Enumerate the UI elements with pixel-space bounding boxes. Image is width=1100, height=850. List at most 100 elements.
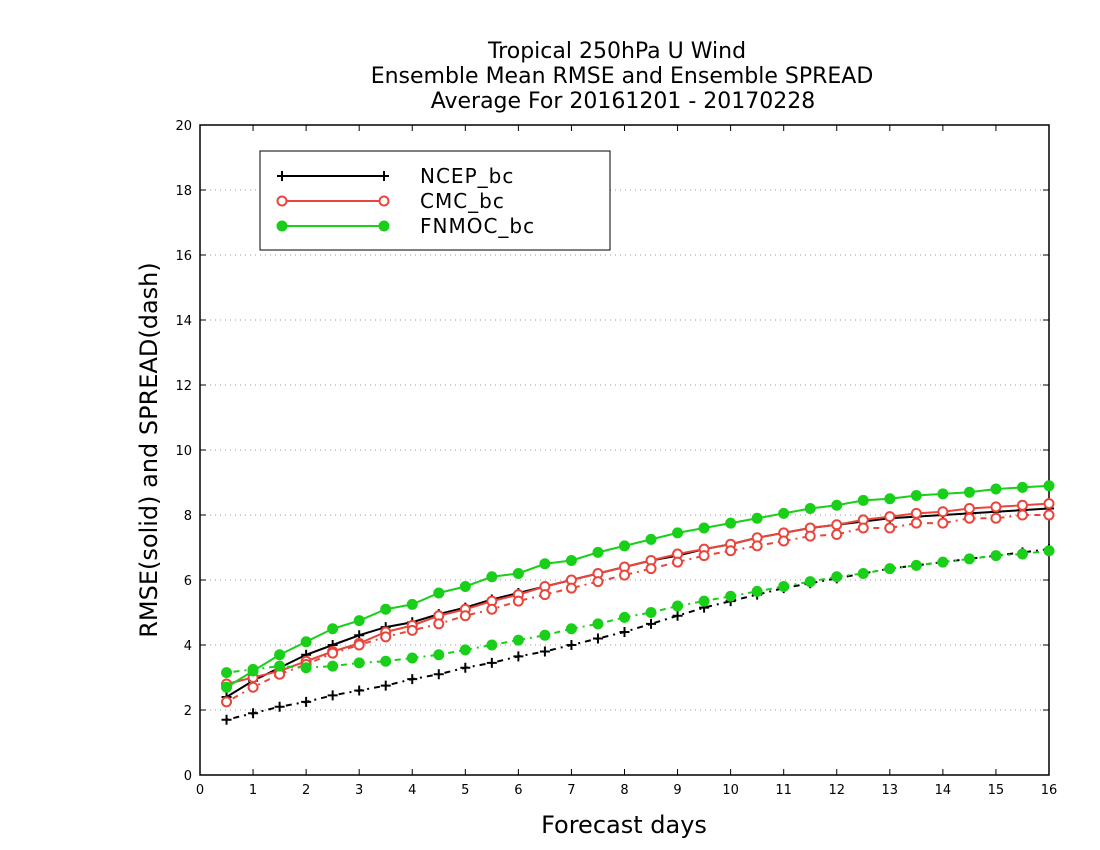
- point-cmc-bc-spread-5: [353, 639, 365, 651]
- point-fnmoc-bc-rmse-5: [353, 615, 365, 627]
- point-fnmoc-bc-rmse-26: [910, 490, 922, 501]
- axes: 0 1 2 3 4 5 6 7 8 9 10 11 12 13 14 15 160246810121416182…: [175, 119, 1057, 798]
- x-tick-label-1: 1: [249, 783, 257, 798]
- series-ncep-bc: [221, 503, 1054, 725]
- title-line-1: Tropical 250hPa U Wind: [487, 39, 746, 64]
- point-fnmoc-bc-rmse-2: [274, 649, 286, 661]
- point-cmc-bc-spread-12: [539, 589, 551, 601]
- point-fnmoc-bc-spread-31: [1043, 545, 1055, 557]
- legend-label-ncep-bc: NCEP_bc: [420, 164, 514, 188]
- point-fnmoc-bc-rmse-16: [645, 533, 657, 545]
- point-ncep-bc-spread-11: [513, 651, 524, 662]
- point-fnmoc-bc-spread-11: [512, 634, 524, 646]
- y-tick-label-6: 6: [184, 574, 192, 589]
- point-fnmoc-bc-spread-27: [937, 556, 949, 568]
- point-fnmoc-bc-spread-18: [698, 595, 710, 607]
- point-fnmoc-bc-spread-0: [221, 667, 233, 679]
- point-cmc-bc-spread-25: [884, 522, 896, 534]
- point-cmc-bc-spread-7: [406, 624, 418, 636]
- point-fnmoc-bc-rmse-9: [459, 581, 471, 592]
- y-tick-label-4: 4: [184, 639, 192, 654]
- x-tick-label-5: 5: [461, 783, 469, 798]
- point-fnmoc-bc-spread-26: [910, 559, 922, 571]
- x-tick-label-6: 6: [514, 783, 522, 798]
- point-fnmoc-bc-spread-8: [433, 649, 445, 661]
- point-cmc-bc-spread-0: [221, 696, 233, 708]
- point-fnmoc-bc-rmse-8: [433, 587, 445, 599]
- point-fnmoc-bc-rmse-4: [327, 623, 339, 635]
- y-tick-label-16: 16: [175, 249, 192, 264]
- x-tick-label-13: 13: [882, 783, 899, 798]
- legend-label-fnmoc-bc: FNMOC_bc: [420, 214, 535, 238]
- point-cmc-bc-spread-16: [645, 563, 657, 575]
- point-cmc-bc-spread-17: [672, 556, 684, 568]
- legend-item-fnmoc-bc: FNMOC_bc: [276, 214, 535, 238]
- series-ncep-bc-spread-line: [226, 548, 1050, 721]
- series-cmc-bc: [221, 498, 1055, 708]
- point-fnmoc-bc-spread-13: [565, 623, 577, 635]
- point-fnmoc-bc-rmse-29: [990, 483, 1002, 495]
- point-cmc-bc-rmse-25: [884, 511, 896, 523]
- point-cmc-bc-rmse-23: [831, 519, 843, 531]
- title-line-3: Average For 20161201 - 20170228: [431, 89, 816, 114]
- point-ncep-bc-spread-3: [301, 696, 312, 707]
- y-tick-label-0: 0: [184, 769, 192, 784]
- point-cmc-bc-spread-10: [486, 603, 498, 615]
- point-ncep-bc-spread-4: [327, 690, 338, 701]
- x-tick-label-12: 12: [828, 783, 845, 798]
- point-cmc-bc-spread-14: [592, 576, 604, 588]
- point-cmc-bc-rmse-31: [1043, 498, 1055, 510]
- legend-item-ncep-bc: NCEP_bc: [277, 164, 514, 188]
- point-fnmoc-bc-spread-9: [459, 644, 471, 656]
- point-ncep-bc-spread-6: [380, 680, 391, 691]
- chart-title: Tropical 250hPa U Wind Ensemble Mean RMS…: [371, 39, 874, 114]
- point-cmc-bc-rmse-30: [1016, 499, 1028, 511]
- legend-item-cmc-bc: CMC_bc: [276, 189, 504, 213]
- legend-marker-end-ncep-bc: [379, 171, 389, 181]
- series-ncep-bc-rmse-line: [226, 507, 1050, 698]
- point-fnmoc-bc-rmse-23: [831, 499, 843, 511]
- y-tick-label-12: 12: [175, 379, 192, 394]
- point-ncep-bc-spread-5: [354, 685, 365, 696]
- point-fnmoc-bc-rmse-14: [592, 546, 604, 558]
- point-ncep-bc-spread-10: [486, 657, 497, 668]
- point-fnmoc-bc-rmse-0: [221, 681, 233, 693]
- point-fnmoc-bc-spread-29: [990, 550, 1002, 562]
- point-ncep-bc-spread-16: [646, 618, 657, 629]
- point-fnmoc-bc-spread-28: [963, 553, 975, 565]
- x-tick-label-3: 3: [355, 783, 363, 798]
- x-tick-label-8: 8: [620, 783, 628, 798]
- point-fnmoc-bc-rmse-17: [672, 527, 684, 539]
- y-tick-label-8: 8: [184, 509, 192, 524]
- point-cmc-bc-spread-29: [990, 512, 1002, 524]
- y-tick-label-14: 14: [175, 314, 192, 329]
- x-tick-label-7: 7: [567, 783, 575, 798]
- point-fnmoc-bc-rmse-19: [725, 517, 737, 529]
- point-fnmoc-bc-rmse-7: [406, 598, 418, 610]
- series-fnmoc-bc: [221, 480, 1055, 693]
- point-fnmoc-bc-rmse-12: [539, 558, 551, 570]
- point-fnmoc-bc-spread-21: [778, 581, 790, 592]
- point-fnmoc-bc-rmse-15: [619, 540, 630, 552]
- point-fnmoc-bc-rmse-6: [380, 603, 392, 615]
- point-fnmoc-bc-spread-10: [486, 639, 498, 651]
- point-fnmoc-bc-spread-2: [274, 660, 286, 672]
- x-tick-label-10: 10: [722, 783, 739, 798]
- point-cmc-bc-spread-20: [751, 540, 763, 552]
- point-ncep-bc-spread-8: [433, 669, 444, 680]
- point-cmc-bc-spread-21: [778, 535, 790, 547]
- point-fnmoc-bc-rmse-18: [698, 522, 710, 534]
- point-fnmoc-bc-spread-6: [380, 655, 392, 667]
- point-fnmoc-bc-spread-1: [247, 663, 259, 675]
- point-ncep-bc-spread-2: [274, 701, 285, 712]
- point-fnmoc-bc-rmse-28: [963, 486, 975, 498]
- y-axis-label: RMSE(solid) and SPREAD(dash): [135, 262, 163, 638]
- point-cmc-bc-spread-15: [619, 569, 630, 581]
- point-ncep-bc-spread-14: [592, 633, 603, 644]
- legend-marker-start-fnmoc-bc: [276, 220, 288, 232]
- legend-marker-end-fnmoc-bc: [378, 220, 390, 232]
- point-fnmoc-bc-rmse-13: [565, 555, 577, 566]
- point-cmc-bc-rmse-26: [910, 507, 922, 519]
